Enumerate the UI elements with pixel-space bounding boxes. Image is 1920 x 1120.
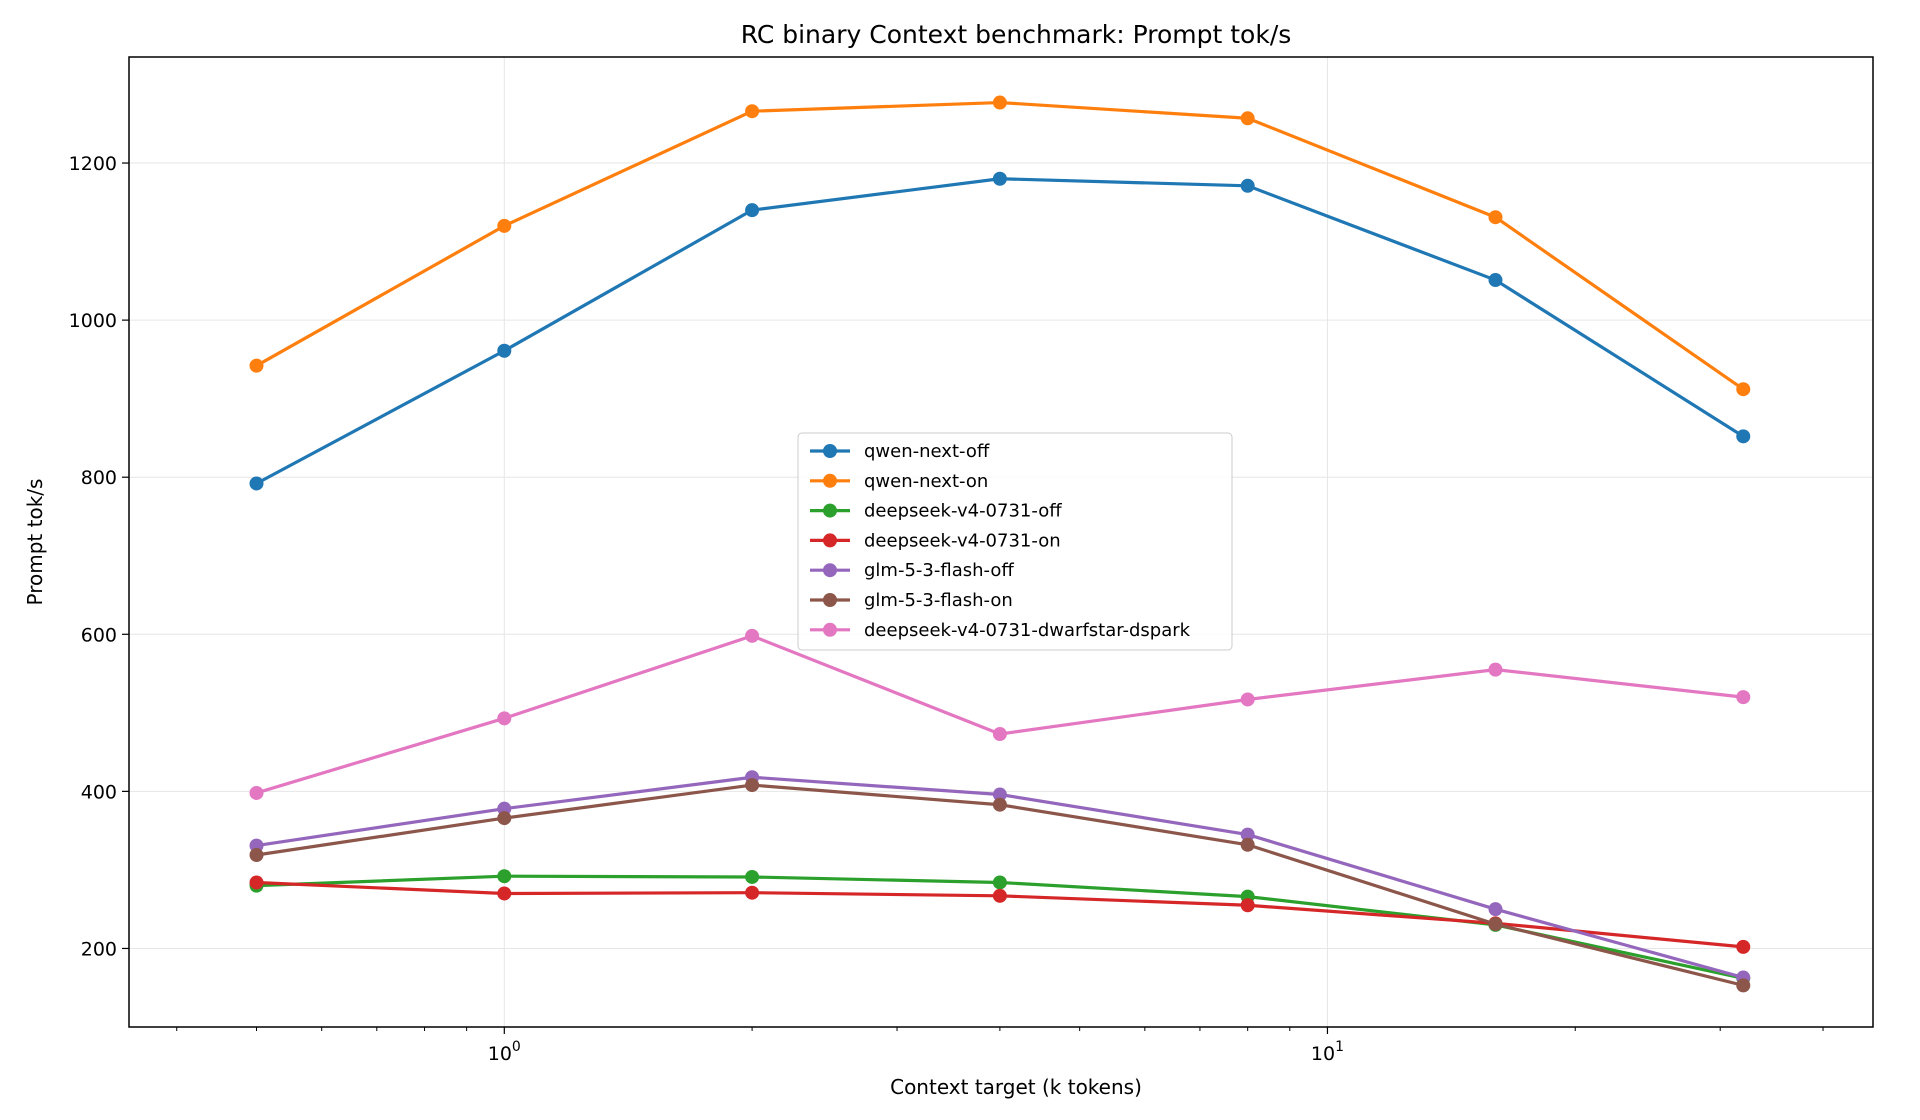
x-tick-base: 10	[488, 1043, 512, 1065]
data-point	[745, 203, 760, 218]
x-tick-label: 100	[488, 1039, 521, 1065]
legend-swatch-marker	[823, 563, 837, 578]
legend-item: glm-5-3-flash-off	[810, 560, 1014, 581]
legend-swatch-marker	[823, 593, 837, 607]
data-point	[497, 343, 512, 358]
plot-frame	[128, 56, 1874, 1028]
legend-label: glm-5-3-flash-off	[864, 560, 1014, 581]
data-point	[992, 787, 1007, 802]
legend-label: deepseek-v4-0731-off	[864, 501, 1062, 522]
data-point	[1240, 837, 1255, 852]
data-point	[745, 104, 760, 119]
data-point	[497, 869, 512, 884]
legend: qwen-next-off qwen-next-on deepseek-v4-073…	[797, 432, 1233, 651]
data-point	[992, 727, 1007, 742]
data-point	[1240, 111, 1255, 126]
data-point	[249, 358, 264, 373]
legend-item: glm-5-3-flash-on	[810, 590, 1013, 611]
legend-swatch-marker	[823, 444, 837, 458]
data-point	[497, 811, 512, 826]
data-point	[249, 476, 264, 491]
y-tick-label: 600	[81, 624, 117, 646]
data-point	[1240, 827, 1255, 842]
x-axis-label: Context target (k tokens)	[890, 1075, 1142, 1099]
legend-swatch-marker	[823, 503, 837, 518]
x-tick-label: 101	[1311, 1039, 1344, 1065]
y-tick-label: 1000	[69, 310, 117, 332]
x-tick-base: 10	[1311, 1043, 1335, 1065]
data-point	[992, 95, 1007, 110]
legend-label: deepseek-v4-0731-dwarfstar-dspark	[864, 620, 1191, 641]
series-glm-5-3-flash-on	[249, 778, 1751, 993]
legend-swatch-marker	[823, 473, 837, 488]
series-qwen-next-on	[249, 95, 1751, 397]
y-axis-label: Prompt tok/s	[23, 479, 47, 606]
data-point	[249, 785, 264, 800]
series-qwen-next-off	[249, 171, 1751, 491]
y-tick-label: 800	[81, 467, 117, 489]
y-axis-ticks: 200 400 600 800 1000 1200	[69, 153, 129, 960]
legend-swatch-marker	[823, 533, 837, 548]
y-tick-label: 1200	[69, 153, 117, 175]
data-point	[249, 847, 264, 862]
data-point	[745, 885, 760, 900]
data-point	[992, 875, 1007, 890]
data-point	[1488, 662, 1503, 677]
data-point	[1240, 692, 1255, 707]
data-point	[1240, 898, 1255, 913]
series-layer	[249, 95, 1751, 993]
data-point	[1736, 939, 1751, 954]
data-point	[1736, 690, 1751, 705]
data-point	[745, 778, 760, 793]
legend-label: glm-5-3-flash-on	[864, 590, 1013, 611]
legend-item: qwen-next-off	[810, 441, 990, 462]
legend-swatch-marker	[823, 622, 837, 637]
y-tick-label: 200	[81, 938, 117, 960]
data-point	[1488, 902, 1503, 917]
data-point	[1488, 210, 1503, 225]
data-point	[1736, 978, 1751, 993]
x-tick-exponent: 1	[1335, 1039, 1344, 1055]
data-point	[249, 875, 264, 890]
legend-item: deepseek-v4-0731-off	[810, 501, 1062, 522]
data-point	[1736, 429, 1751, 444]
data-point	[1488, 917, 1503, 932]
data-point	[1240, 178, 1255, 193]
data-point	[992, 171, 1007, 186]
x-tick-exponent: 0	[512, 1039, 521, 1055]
legend-box	[797, 432, 1233, 651]
x-axis-ticks: 100 101	[176, 1027, 1824, 1065]
data-point	[745, 869, 760, 884]
data-point	[992, 888, 1007, 903]
data-point	[745, 628, 760, 643]
legend-item: deepseek-v4-0731-on	[810, 530, 1061, 551]
legend-item: qwen-next-on	[810, 471, 988, 492]
chart-title: RC binary Context benchmark: Prompt tok/…	[741, 20, 1292, 49]
series-deepseek-v4-0731-dwarfstar-dspark	[249, 628, 1751, 800]
legend-label: qwen-next-off	[864, 441, 990, 462]
legend-item: deepseek-v4-0731-dwarfstar-dspark	[810, 620, 1191, 641]
data-point	[992, 797, 1007, 812]
y-tick-label: 400	[81, 781, 117, 803]
data-point	[1488, 273, 1503, 288]
data-point	[497, 218, 512, 233]
data-point	[1736, 382, 1751, 397]
legend-label: qwen-next-on	[864, 471, 988, 492]
legend-label: deepseek-v4-0731-on	[864, 530, 1061, 551]
data-point	[497, 711, 512, 726]
data-point	[497, 886, 512, 901]
